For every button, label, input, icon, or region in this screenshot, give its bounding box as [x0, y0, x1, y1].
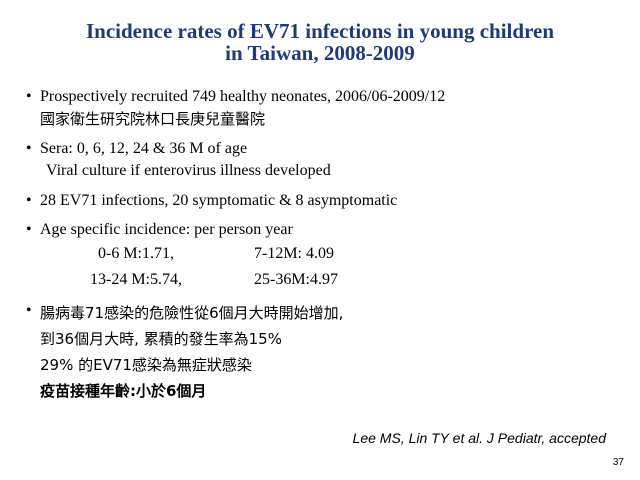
vaccination-age-text: 疫苗接種年齡:小於6個月	[40, 382, 207, 400]
bullet-incidence: • Age specific incidence: per person yea…	[26, 219, 626, 293]
recruitment-text: Prospectively recruited 749 healthy neon…	[40, 88, 446, 105]
risk-increase-text: 腸病毒71感染的危險性從6個月大時開始增加,	[40, 304, 344, 322]
incidence-heading: Age specific incidence: per person year	[40, 221, 293, 238]
bullet-chinese-summary: • 腸病毒71感染的危險性從6個月大時開始增加, 到36個月大時, 累積的發生率…	[26, 300, 626, 404]
bullet-sera: • Sera: 0, 6, 12, 24 & 36 M of age Viral…	[26, 138, 626, 182]
viral-culture-note: Viral culture if enterovirus illness dev…	[46, 162, 331, 179]
slide-body: • Prospectively recruited 749 healthy ne…	[26, 86, 626, 404]
slide-title: Incidence rates of EV71 infections in yo…	[0, 20, 640, 64]
page-number: 37	[612, 457, 624, 468]
bullet-infections: • 28 EV71 infections, 20 symptomatic & 8…	[26, 190, 626, 212]
incidence-7-12m: 7-12M: 4.09	[254, 245, 334, 262]
incidence-0-6m: 0-6 M:1.71,	[98, 245, 174, 262]
incidence-13-24m: 13-24 M:5.74,	[90, 271, 182, 288]
infection-counts: 28 EV71 infections, 20 symptomatic & 8 a…	[40, 192, 398, 209]
bullet-recruitment: • Prospectively recruited 749 healthy ne…	[26, 86, 626, 130]
bullet-marker: •	[26, 88, 32, 105]
recruitment-institution: 國家衛生研究院林口長庚兒童醫院	[40, 110, 266, 128]
slide-title-line-2: in Taiwan, 2008-2009	[225, 41, 415, 65]
bullet-marker: •	[26, 302, 32, 319]
cumulative-incidence-text: 到36個月大時, 累積的發生率為15%	[40, 330, 282, 348]
bullet-marker: •	[26, 221, 32, 238]
incidence-25-36m: 25-36M:4.97	[254, 271, 338, 288]
incidence-row-2: 13-24 M:5.74, 25-36M:4.97	[40, 267, 626, 293]
bullet-marker: •	[26, 140, 32, 157]
citation: Lee MS, Lin TY et al. J Pediatr, accepte…	[352, 430, 606, 446]
asymptomatic-rate-text: 29% 的EV71感染為無症狀感染	[40, 356, 252, 374]
incidence-row-1: 0-6 M:1.71, 7-12M: 4.09	[40, 241, 626, 267]
slide-title-line-1: Incidence rates of EV71 infections in yo…	[85, 19, 555, 43]
sera-schedule: Sera: 0, 6, 12, 24 & 36 M of age	[40, 140, 248, 157]
bullet-marker: •	[26, 192, 32, 209]
